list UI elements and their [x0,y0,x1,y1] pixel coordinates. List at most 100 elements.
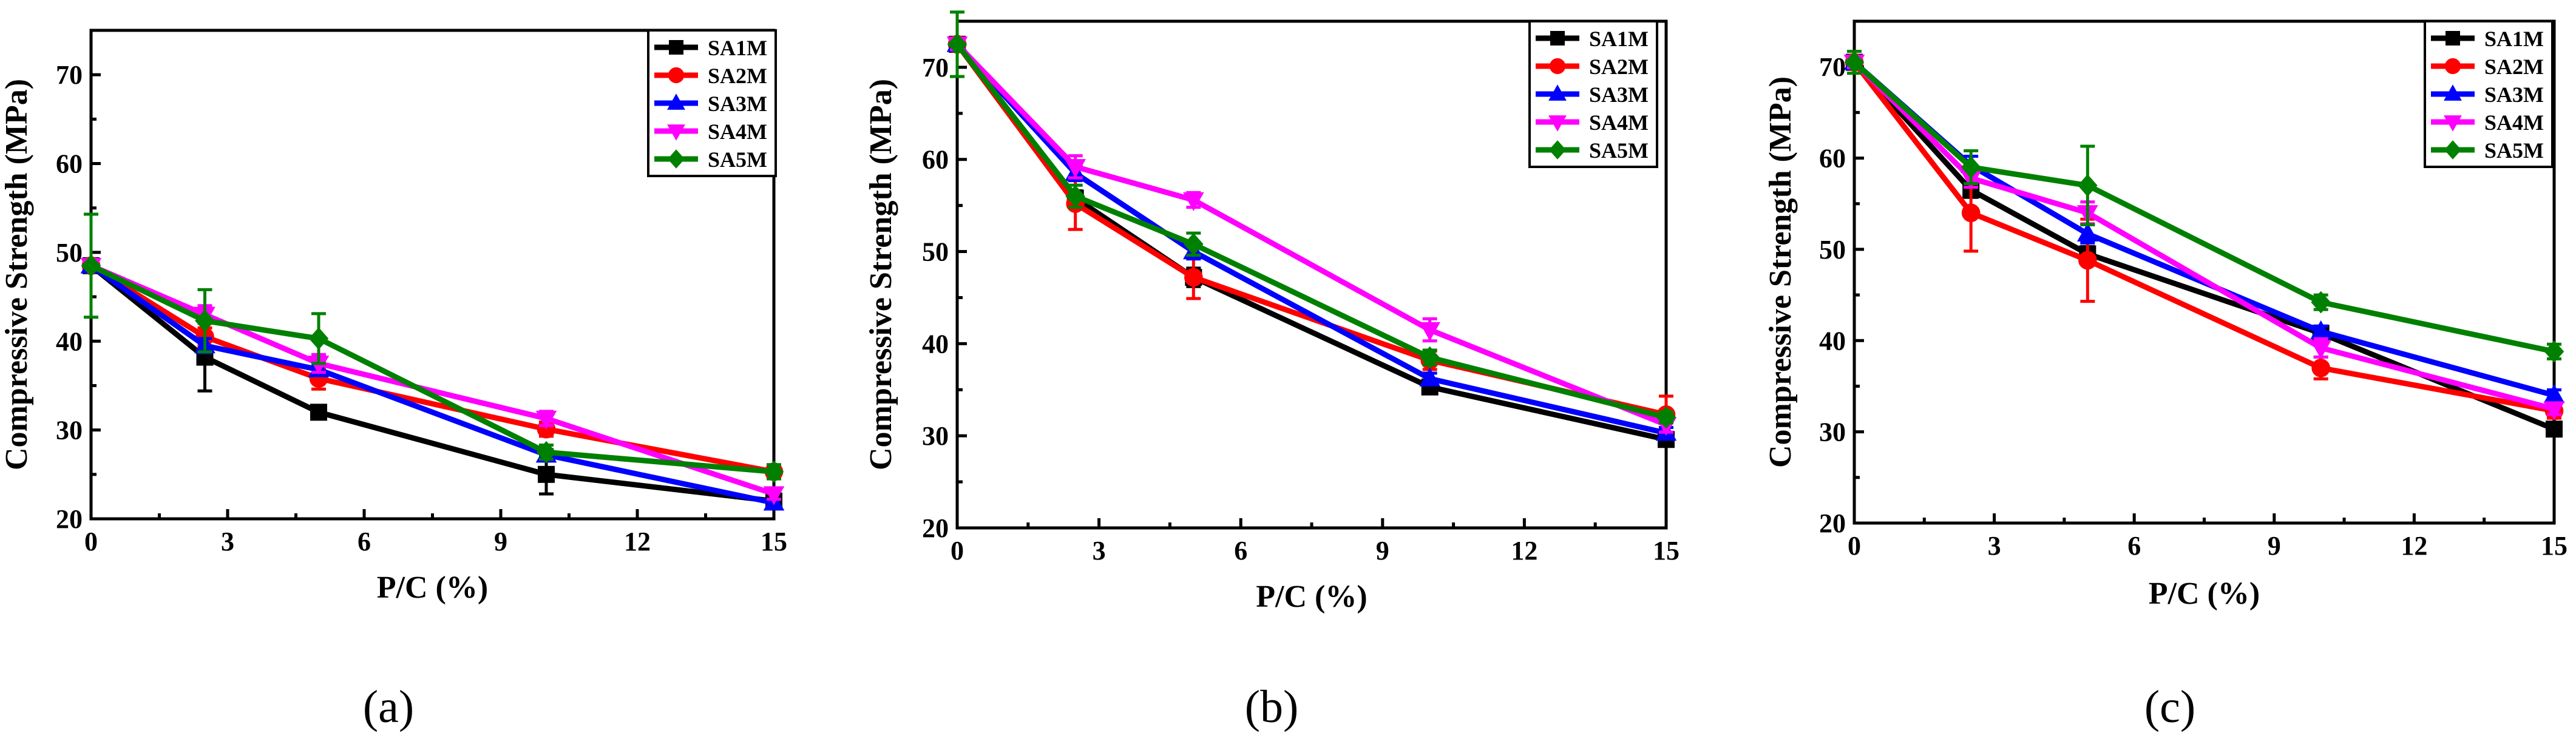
x-tick-label: 6 [358,527,371,556]
data-point [1844,51,1865,74]
data-point [1961,156,1981,178]
legend-marker [668,149,685,169]
data-point [2311,291,2331,314]
y-tick-label: 40 [56,326,83,356]
y-tick-label: 70 [922,53,949,83]
series-sa2m [81,256,784,481]
x-tick-label: 3 [221,527,234,556]
chart-panel-3: 0 3 6 9 12 15 20 30 40 50 60 70 P/C (%) Compressive S… [1763,19,2568,732]
y-tick-label: 30 [1819,417,1846,447]
legend-marker [1548,115,1567,132]
legend-marker [2444,58,2461,75]
data-point [2078,174,2098,197]
y-tick-label: 20 [56,504,83,534]
legend-label: SA4M [1589,110,1649,135]
panel-label: (c) [2144,681,2195,732]
legend-label: SA1M [1589,27,1649,51]
data-point [1065,185,1085,208]
legend-entry: SA4M [654,120,767,144]
legend-marker [2444,84,2462,101]
data-point [764,461,784,483]
data-point [536,441,557,464]
series-line [89,263,774,506]
legend-entry: SA5M [1536,138,1649,163]
x-tick-label: 12 [2401,531,2427,561]
data-point [1183,192,1204,211]
legend-marker [668,67,685,84]
data-point [2311,359,2330,377]
series-sa5m [947,10,1676,429]
legend-marker [2444,140,2461,160]
legend-entry: SA1M [654,36,767,60]
data-point [310,404,327,421]
legend: SA1M SA2M SA3M SA4M SA5M [2424,20,2554,168]
series-sa1m [83,257,782,510]
legend: SA1M SA2M SA3M SA4M SA5M [1528,20,1658,168]
data-point [1065,159,1086,178]
series-line [89,263,774,504]
legend-entry: SA4M [2431,110,2544,135]
legend-label: SA1M [2484,27,2544,51]
x-tick-label: 3 [1988,531,2001,561]
y-axis-title: Compressive Strength (MPa) [0,79,34,470]
data-point [535,410,557,430]
x-tick-label: 0 [951,536,964,566]
y-tick-label: 20 [922,513,949,543]
legend-entry: SA4M [1536,110,1649,135]
x-tick-label: 12 [624,527,651,556]
legend-entry: SA5M [2431,138,2544,163]
legend-marker [1549,140,1566,160]
y-tick-label: 60 [922,145,949,175]
data-point [2546,421,2563,438]
series-sa3m [80,254,785,511]
y-tick-label: 40 [1819,326,1846,356]
legend-marker [1548,84,1567,101]
data-point [2077,223,2098,242]
legend-entry: SA2M [654,64,767,88]
series-sa4m [946,36,1677,436]
data-point [1184,268,1203,287]
chart-panel-2: 0 3 6 9 12 15 20 30 40 50 60 70 P/C (%) Compressive S… [864,10,1679,732]
x-tick-label: 0 [84,527,98,556]
x-axis-title: P/C (%) [377,570,488,605]
y-tick-label: 30 [56,416,83,445]
legend-label: SA3M [2484,83,2544,107]
legend-marker [1550,31,1565,46]
data-point [763,486,785,505]
x-tick-label: 9 [2268,531,2281,561]
x-tick-label: 15 [1653,536,1679,566]
y-tick-label: 50 [922,237,949,267]
data-point [308,327,329,350]
x-tick-label: 6 [1234,536,1247,566]
series-sa5m [1844,50,2564,363]
y-tick-label: 50 [1819,235,1846,265]
legend-label: SA2M [1589,55,1649,79]
legend-marker [2444,115,2462,132]
x-tick-label: 9 [494,527,507,556]
series-line [90,263,775,497]
legend-label: SA5M [2484,138,2544,163]
chart-panel-1: 0 3 6 9 12 15 20 30 40 50 60 70 P/C (%) Compressive S… [0,29,787,732]
data-point [1419,322,1440,341]
data-point [538,465,555,483]
legend-label: SA3M [1589,83,1649,107]
legend-entry: SA3M [1536,83,1649,107]
data-point [195,309,215,333]
legend-entry: SA3M [654,92,767,116]
data-point [1656,406,1676,429]
y-tick-label: 60 [56,149,83,179]
y-axis-title: Compressive Strength (MPa) [1763,76,1798,468]
y-tick-label: 60 [1819,144,1846,174]
legend-marker [667,93,685,110]
legend-marker [667,124,685,141]
x-tick-label: 0 [1848,531,1861,561]
legend-label: SA5M [1589,138,1649,163]
legend-label: SA2M [2484,55,2544,79]
x-tick-label: 3 [1093,536,1106,566]
data-point [1184,232,1204,255]
legend-entry: SA2M [2431,55,2544,79]
data-point [1419,367,1440,387]
y-axis-title: Compressive Strength (MPa) [864,79,898,470]
y-tick-label: 40 [922,329,949,359]
legend-marker [1549,58,1566,75]
